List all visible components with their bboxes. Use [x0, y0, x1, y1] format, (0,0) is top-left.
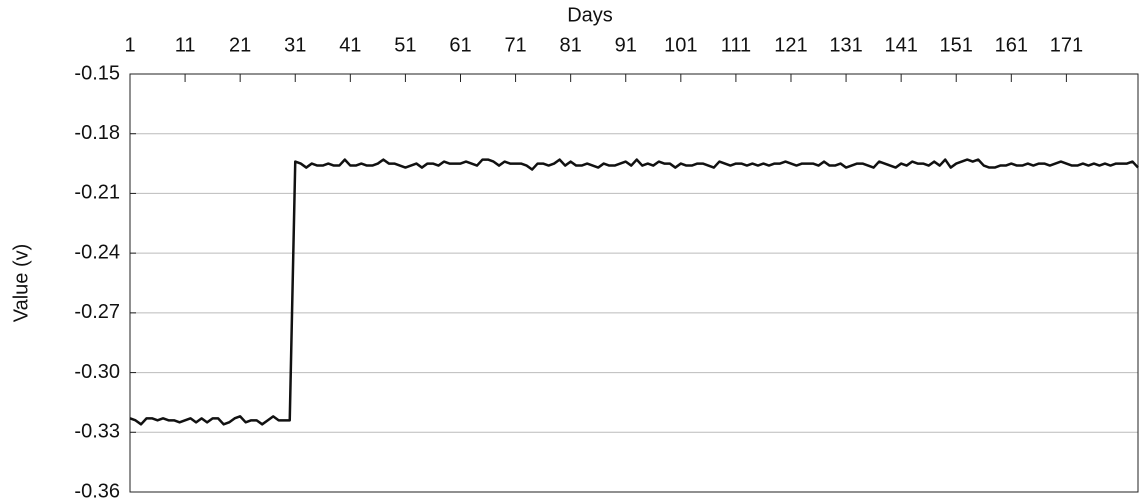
y-tick-label: -0.33 [74, 421, 120, 443]
x-tick-label: 31 [284, 34, 306, 56]
x-tick-label: 81 [560, 34, 582, 56]
x-tick-label: 51 [394, 34, 416, 56]
x-tick-label: 131 [829, 34, 862, 56]
x-tick-label: 11 [175, 34, 196, 56]
y-tick-label: -0.15 [74, 62, 120, 84]
x-tick-label: 21 [229, 34, 251, 56]
x-tick-label: 171 [1050, 34, 1083, 56]
x-tick-label: 161 [995, 34, 1028, 56]
y-tick-label: -0.21 [74, 182, 120, 204]
y-tick-label: -0.30 [74, 361, 120, 383]
y-tick-label: -0.18 [74, 122, 120, 144]
x-axis-label: Days [567, 4, 613, 26]
data-line [129, 158, 1139, 426]
plot-frame [129, 73, 1139, 493]
x-tick-label: 121 [774, 34, 807, 56]
y-tick-label: -0.27 [74, 301, 120, 323]
x-tick-label: 71 [504, 34, 526, 56]
y-tick-label: -0.24 [74, 241, 120, 263]
x-tick-label: 101 [664, 34, 697, 56]
x-tick-label: 141 [884, 34, 917, 56]
y-tick-label: -0.36 [74, 480, 120, 502]
x-tick-label: 91 [615, 34, 637, 56]
x-tick-label: 1 [124, 34, 135, 56]
x-tick-label: 151 [940, 34, 973, 56]
x-tick-label: 41 [339, 34, 361, 56]
x-tick-label: 111 [721, 34, 751, 56]
y-axis-label: Value (v) [10, 244, 32, 323]
x-tick-label: 61 [449, 34, 471, 56]
